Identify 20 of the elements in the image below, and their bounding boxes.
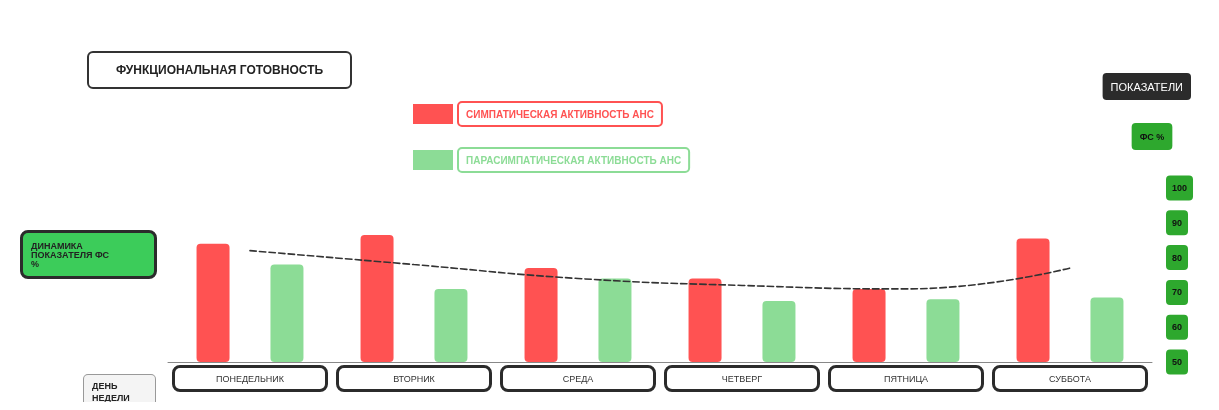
x-tick-label: СУББОТА [1049,373,1091,384]
x-axis-title: ДЕНЬ НЕДЕЛИ [92,381,130,403]
chart-title: ФУНКЦИОНАЛЬНАЯ ГОТОВНОСТЬ [116,63,324,77]
x-tick-label: ПЯТНИЦА [883,373,929,384]
x-tick-label: ПОНЕДЕЛЬНИК [215,373,285,384]
y-tick-label: 50 [1172,357,1183,367]
y-tick-label: 70 [1172,287,1183,298]
legend-label: ПАРАСИМПАТИЧЕСКАЯ АКТИВНОСТЬ АНС [466,154,682,166]
x-tick-label: СРЕДА [562,373,594,384]
y-tick-label: 80 [1172,252,1183,263]
y-tick-label: 100 [1172,183,1188,193]
text: ДИНАМИКА ПОКАЗАТЕЛЯ ФС % [31,240,112,269]
line-series [249,249,1071,290]
legend-label: СИМПАТИЧЕСКАЯ АКТИВНОСТЬ АНС [466,108,654,120]
y-tick-label: 60 [1172,322,1183,333]
text: ПОКАЗАТЕЛИ [1110,80,1183,93]
y-axis-title: ФС % [1139,131,1165,142]
x-tick-label: ВТОРНИК [393,373,436,384]
y-tick-label: 90 [1172,217,1183,228]
x-tick-label: ЧЕТВЕРГ [721,373,763,384]
